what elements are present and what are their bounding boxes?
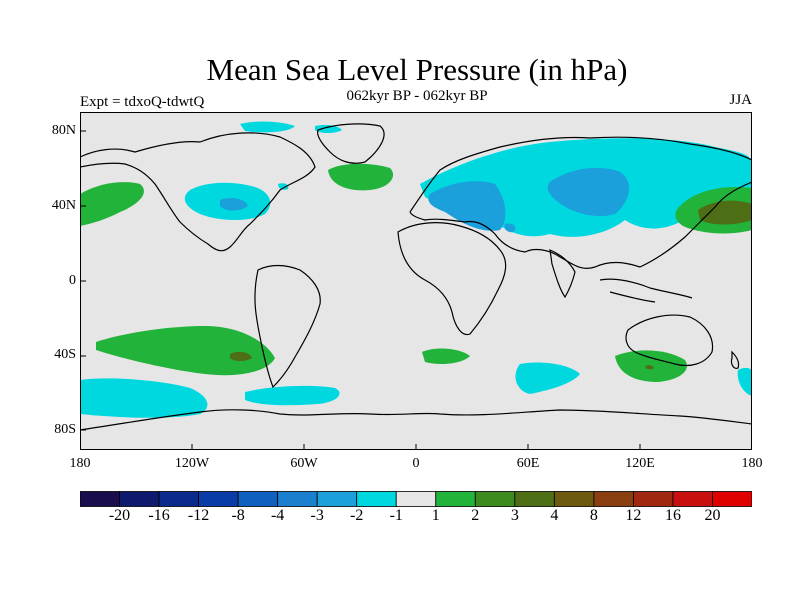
colorbar-label: -12: [187, 507, 210, 524]
south-pacific-high: [96, 326, 275, 376]
arctic-low-region-2: [315, 125, 342, 133]
negative-anomaly-cores: [220, 167, 630, 233]
colorbar-swatch: [435, 491, 476, 507]
pressure-map: [80, 112, 752, 450]
colorbar-label: -20: [108, 507, 131, 524]
colorbar-label: -8: [231, 507, 245, 524]
southern-ocean-low-mid: [245, 385, 340, 406]
lat-label-40n: 40N: [51, 198, 76, 213]
eurasia-low-core-east: [547, 167, 630, 217]
north-pacific-high-east: [80, 182, 144, 226]
africa-coastline: [397, 222, 507, 336]
greenland-coastline: [317, 123, 385, 164]
colorbar-swatch: [593, 491, 634, 507]
europe-asia-coastline: [409, 136, 752, 269]
lon-label-0: 0: [412, 456, 420, 471]
colorbar-label: 1: [431, 507, 440, 524]
chart-title: Mean Sea Level Pressure (in hPa): [206, 52, 628, 87]
colorbar-label: 3: [510, 507, 519, 524]
colorbar-swatch: [553, 491, 595, 507]
new-zealand-coastline: [730, 350, 740, 369]
chart-subtitle: 062kyr BP - 062kyr BP: [346, 88, 488, 104]
lon-label-60e: 60E: [516, 456, 540, 471]
lat-label-0: 0: [69, 273, 76, 288]
colorbar-label: -2: [350, 507, 364, 524]
coastlines: [80, 123, 752, 431]
north-pacific-high-core: [698, 200, 752, 225]
lat-label-80n: 80N: [51, 123, 76, 138]
lat-label-40s: 40S: [54, 347, 76, 362]
colorbar-label: 4: [550, 507, 559, 524]
colorbar-label: 2: [471, 507, 480, 524]
lon-label-180-west: 180: [69, 456, 91, 471]
positive-anomaly-regions: [80, 163, 752, 382]
australia-coastline: [625, 314, 714, 367]
lon-label-120w: 120W: [174, 456, 210, 471]
colorbar-swatch: [316, 491, 358, 507]
south-america-coastline: [254, 264, 321, 389]
southern-ocean-low-far-east: [737, 367, 752, 396]
arctic-low-region-3: [278, 183, 289, 190]
colorbar-label: -1: [389, 507, 403, 524]
antarctica-coastline: [80, 409, 752, 431]
colorbar: [80, 491, 752, 507]
colorbar-label: 20: [704, 507, 721, 524]
colorbar-label: -3: [310, 507, 324, 524]
colorbar-label: 8: [589, 507, 598, 524]
experiment-label: Expt = tdxoQ-tdwtQ: [80, 94, 205, 110]
colorbar-swatch: [80, 491, 120, 507]
south-atlantic-high: [422, 348, 470, 364]
india-coastline: [549, 249, 576, 299]
eurasia-low-core-west: [428, 181, 506, 231]
colorbar-swatch: [237, 491, 279, 507]
positive-anomaly-cores: [230, 200, 752, 370]
colorbar-swatch: [277, 491, 318, 507]
colorbar-swatch: [672, 491, 713, 507]
colorbar-swatch: [356, 491, 397, 507]
north-america-low-core: [220, 198, 248, 211]
north-atlantic-high: [328, 163, 394, 191]
southern-ocean-low-west: [80, 378, 208, 418]
colorbar-swatch: [514, 491, 555, 507]
colorbar-swatch: [198, 491, 239, 507]
colorbar-label: -16: [148, 507, 170, 524]
colorbar-label: -4: [270, 507, 285, 524]
colorbar-swatch: [633, 491, 674, 507]
colorbar-label: 12: [625, 507, 642, 524]
colorbar-swatch: [119, 491, 160, 507]
southern-ocean-low-east: [515, 362, 580, 394]
season-label: JJA: [729, 92, 752, 108]
south-indian-high-core: [645, 365, 654, 370]
lon-label-180-east: 180: [741, 456, 763, 471]
colorbar-swatch: [158, 491, 199, 507]
colorbar-swatch: [712, 491, 752, 507]
lon-label-60w: 60W: [290, 456, 318, 471]
indonesia-coastline: [599, 278, 693, 303]
arctic-low-region-1: [240, 121, 295, 133]
north-america-coastline: [80, 132, 316, 252]
colorbar-label: 16: [664, 507, 681, 524]
colorbar-swatch: [474, 491, 516, 507]
south-pacific-high-core: [230, 351, 252, 361]
map-ticks: [80, 130, 641, 450]
eurasia-low-core-small: [504, 223, 516, 233]
lon-label-120e: 120E: [625, 456, 655, 471]
lat-label-80s: 80S: [54, 422, 76, 437]
colorbar-swatch: [395, 491, 437, 507]
